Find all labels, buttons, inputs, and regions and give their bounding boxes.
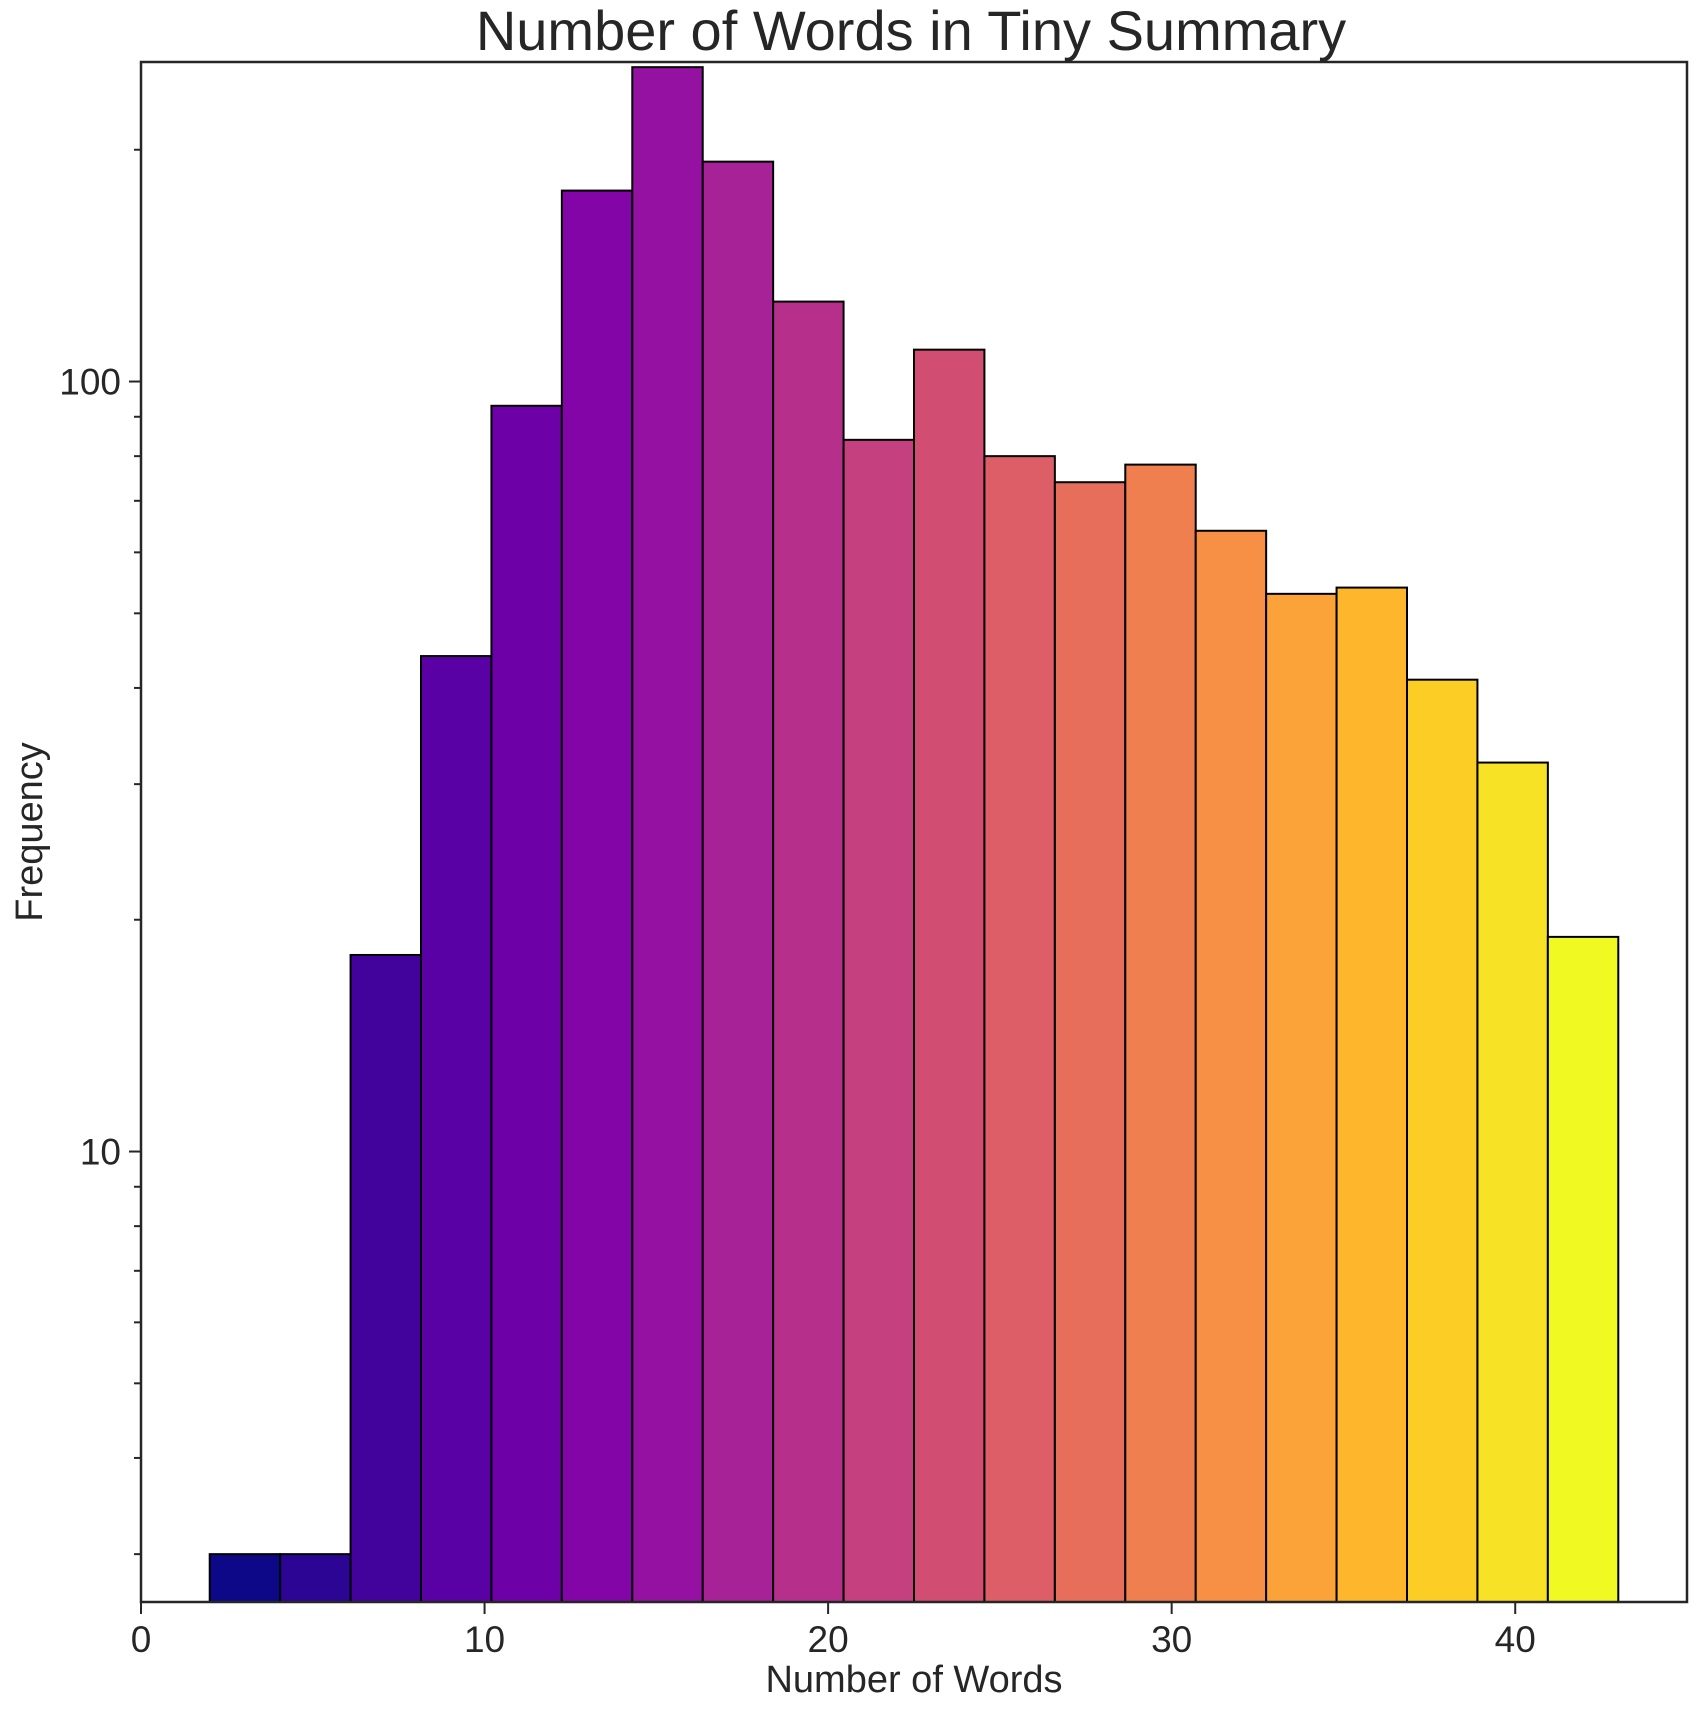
x-tick-label: 0 xyxy=(131,1619,152,1660)
x-tick-label: 30 xyxy=(1151,1619,1192,1660)
histogram-bar xyxy=(1053,481,1127,1603)
histogram-bar xyxy=(419,655,493,1603)
chart-title: Number of Words in Tiny Summary xyxy=(476,0,1346,62)
histogram-bar xyxy=(1546,935,1620,1603)
histogram-bar xyxy=(631,66,704,1604)
histogram-bar xyxy=(1194,529,1268,1603)
histogram-bar xyxy=(1406,678,1479,1603)
histogram-bar xyxy=(701,160,775,1603)
y-tick-label: 10 xyxy=(80,1132,121,1173)
x-tick-label: 20 xyxy=(808,1619,849,1660)
histogram-bar xyxy=(1335,586,1409,1603)
histogram-bar xyxy=(913,348,986,1603)
ticks-group: 0 10 20 30 40 10 100 xyxy=(59,148,1536,1660)
histogram-bar xyxy=(983,455,1056,1604)
histogram-bar xyxy=(560,189,634,1603)
y-tick-label: 100 xyxy=(59,362,121,403)
histogram-bar xyxy=(490,404,563,1603)
bars-group xyxy=(208,66,1620,1604)
histogram-bar xyxy=(279,1553,352,1604)
histogram-bar xyxy=(772,300,845,1604)
x-tick-label: 10 xyxy=(464,1619,505,1660)
histogram-bar xyxy=(208,1553,282,1604)
histogram-bar xyxy=(1124,463,1197,1604)
x-axis-label: Number of Words xyxy=(765,1659,1062,1701)
histogram-bar xyxy=(1265,592,1338,1603)
histogram-bar xyxy=(1476,761,1549,1603)
plot-frame xyxy=(139,60,1689,1604)
x-tick-label: 40 xyxy=(1495,1619,1536,1660)
histogram-bar xyxy=(349,953,422,1603)
histogram-bar xyxy=(842,438,915,1603)
y-axis-label: Frequency xyxy=(9,742,51,922)
